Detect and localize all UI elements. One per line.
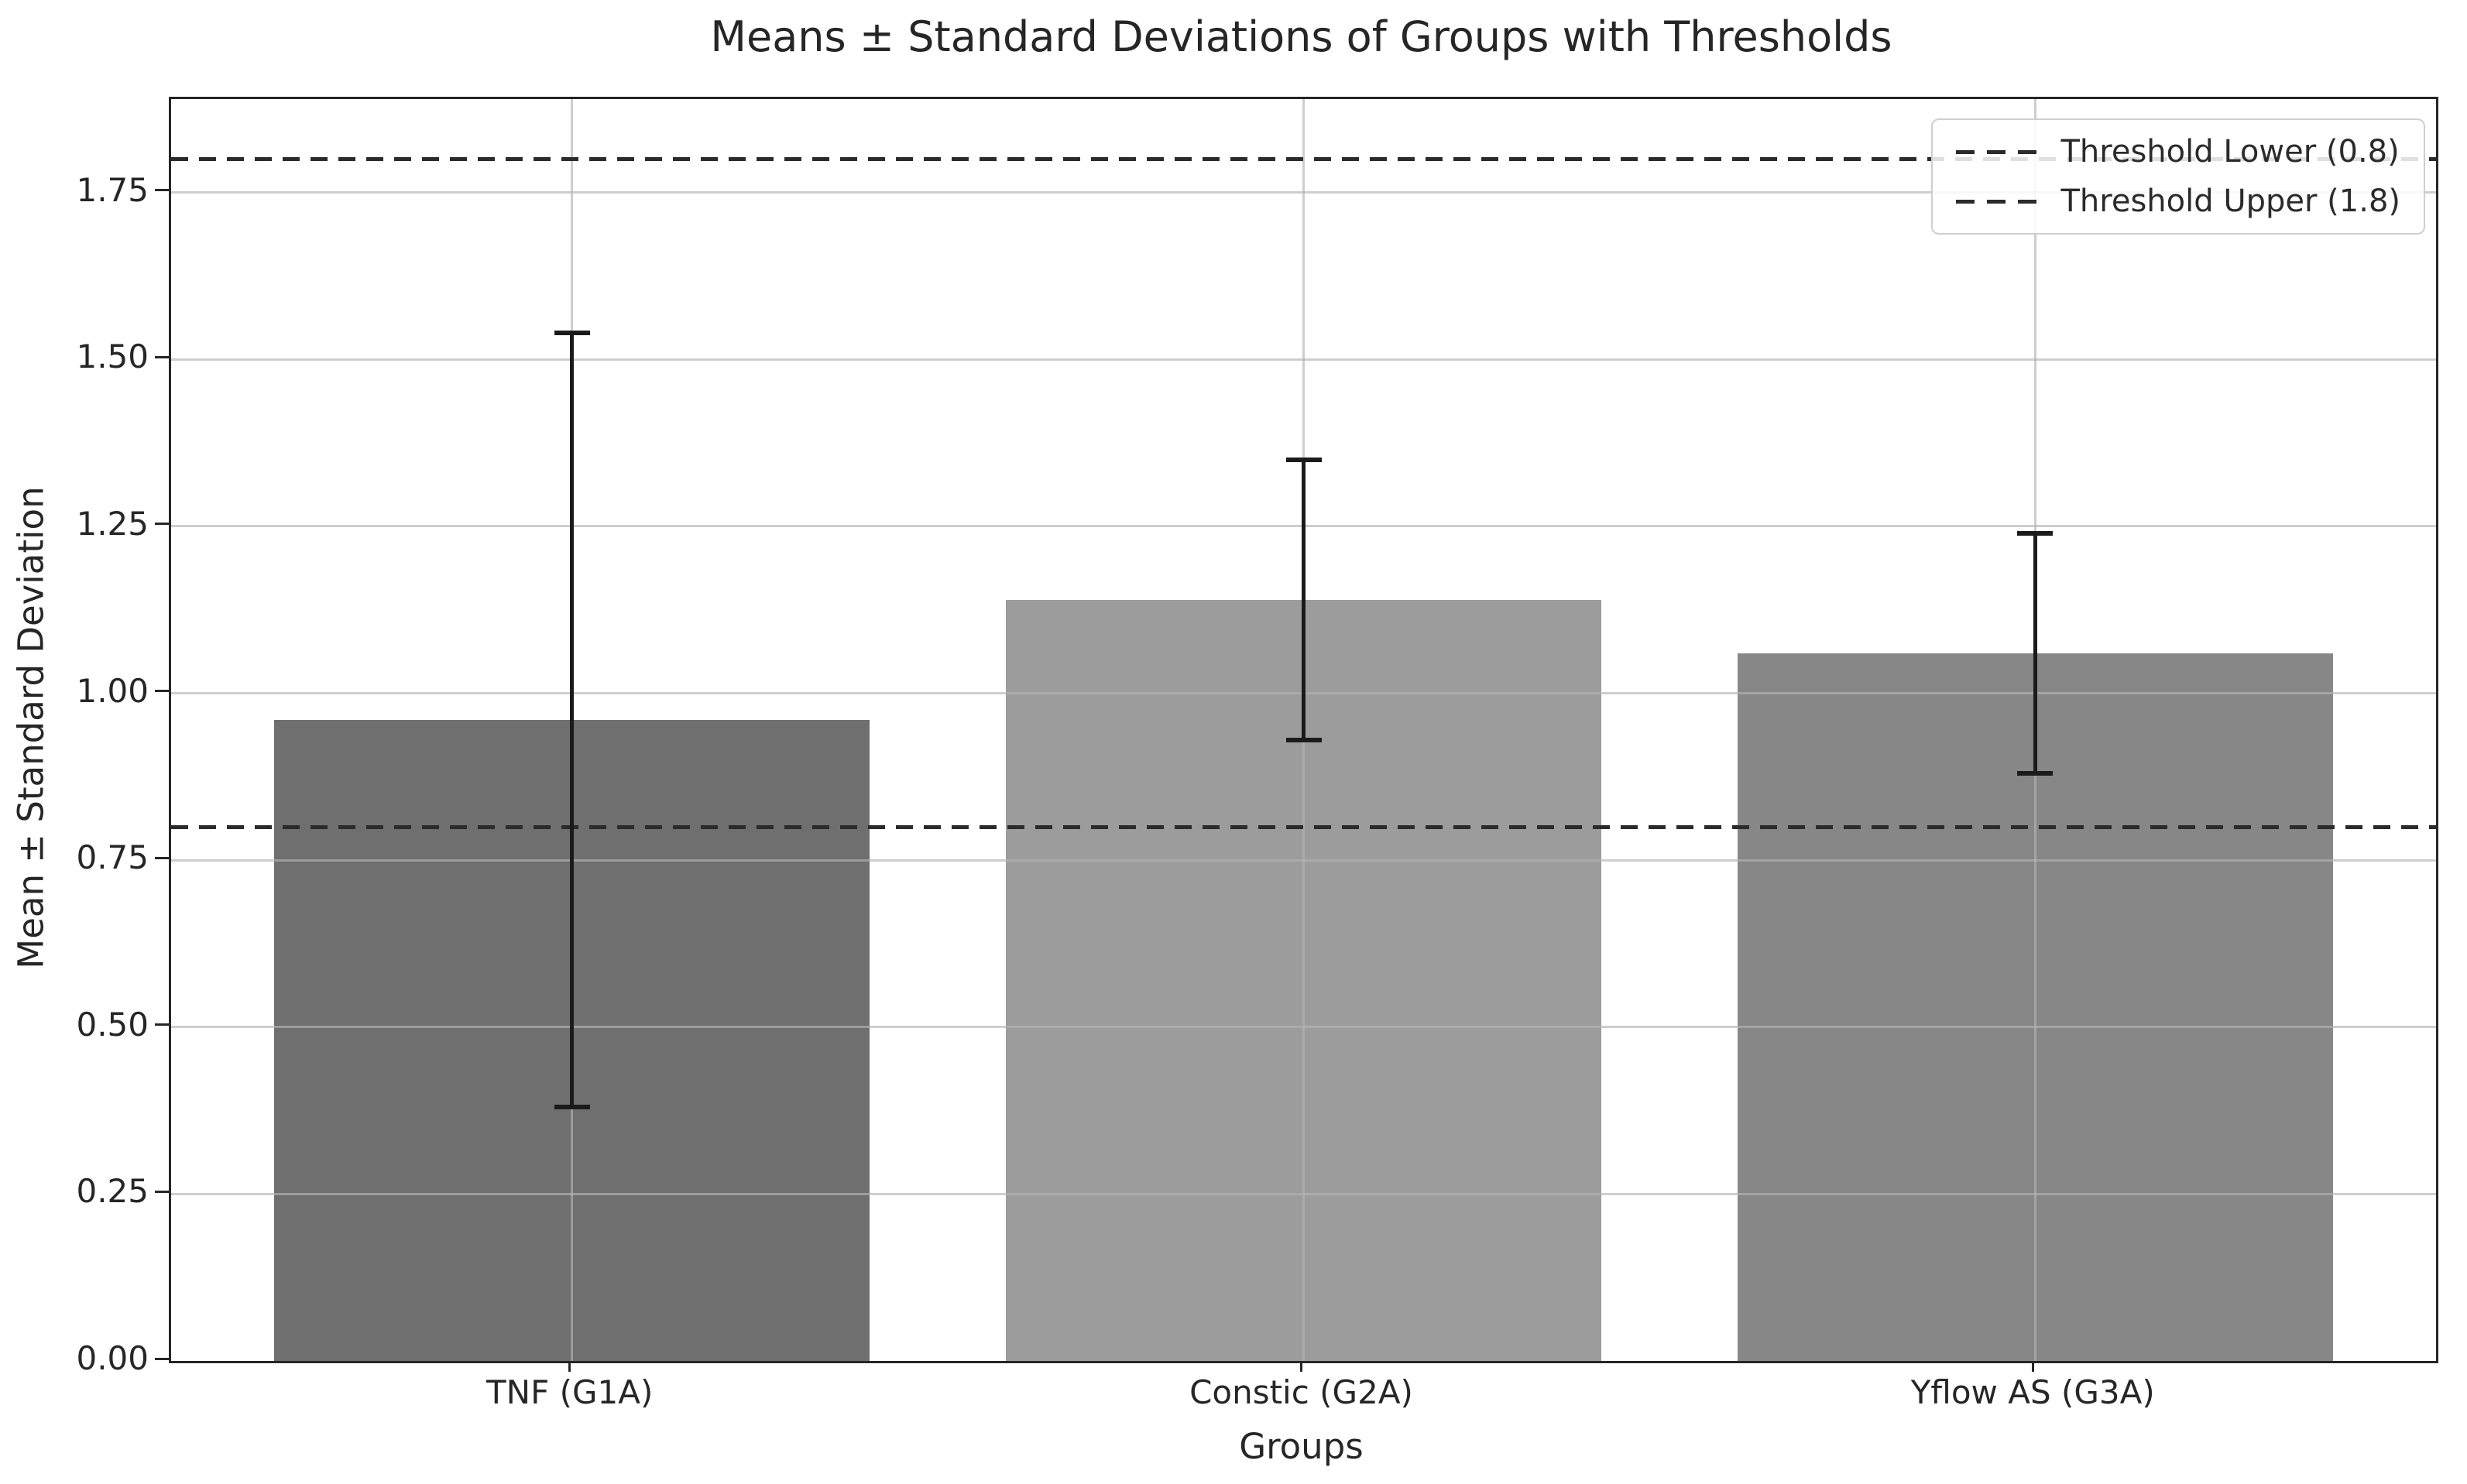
threshold-lines-layer <box>171 99 2436 1361</box>
dashed-line-swatch-icon <box>1955 199 2041 204</box>
dashed-line-swatch-icon <box>1955 149 2041 154</box>
x-tick <box>1300 1359 1302 1372</box>
x-tick <box>2031 1359 2034 1372</box>
error-bars-layer <box>171 99 2436 1361</box>
legend-label: Threshold Lower (0.8) <box>2060 134 2400 170</box>
x-tick <box>568 1359 571 1372</box>
y-tick <box>155 1190 169 1193</box>
y-tick-label: 1.25 <box>76 504 149 543</box>
threshold-line <box>171 824 2436 829</box>
error-bar <box>570 332 575 1108</box>
error-bar-cap-bottom <box>2017 771 2054 776</box>
error-bar <box>1302 459 1306 740</box>
y-tick <box>155 1357 169 1360</box>
error-bar-cap-top <box>2017 530 2054 536</box>
chart-title: Means ± Standard Deviations of Groups wi… <box>710 12 1892 61</box>
error-bar-cap-top <box>554 330 590 335</box>
x-axis-label: Groups <box>1239 1426 1364 1467</box>
error-bar-cap-bottom <box>1285 737 1322 742</box>
y-tick <box>155 1023 169 1026</box>
y-axis-label: Mean ± Standard Deviation <box>10 486 52 969</box>
legend-entry-threshold-lower: Threshold Lower (0.8) <box>1955 134 2401 170</box>
y-tick <box>155 355 169 358</box>
legend-entry-threshold-upper: Threshold Upper (1.8) <box>1955 183 2401 219</box>
x-tick-label: Constic (G2A) <box>1189 1373 1413 1411</box>
y-tick-label: 0.25 <box>76 1172 149 1211</box>
y-tick-label: 0.75 <box>76 838 149 877</box>
x-tick-label: TNF (G1A) <box>486 1373 654 1411</box>
y-tick-label: 1.00 <box>76 671 149 710</box>
legend: Threshold Lower (0.8) Threshold Upper (1… <box>1930 118 2425 235</box>
plot-area: Threshold Lower (0.8) Threshold Upper (1… <box>169 97 2438 1363</box>
threshold-line <box>171 157 2436 162</box>
y-tick <box>155 690 169 693</box>
y-tick <box>155 189 169 192</box>
error-bar-cap-top <box>1285 457 1322 462</box>
y-tick-label: 0.00 <box>76 1339 149 1377</box>
error-bar-cap-bottom <box>554 1105 590 1110</box>
x-tick-label: Yflow AS (G3A) <box>1910 1373 2155 1411</box>
y-tick-label: 0.50 <box>76 1005 149 1044</box>
y-tick-label: 1.50 <box>76 338 149 376</box>
error-bar <box>2033 533 2037 774</box>
y-tick <box>155 856 169 859</box>
legend-label: Threshold Upper (1.8) <box>2060 183 2401 219</box>
y-tick-label: 1.75 <box>76 170 149 209</box>
y-tick <box>155 523 169 526</box>
